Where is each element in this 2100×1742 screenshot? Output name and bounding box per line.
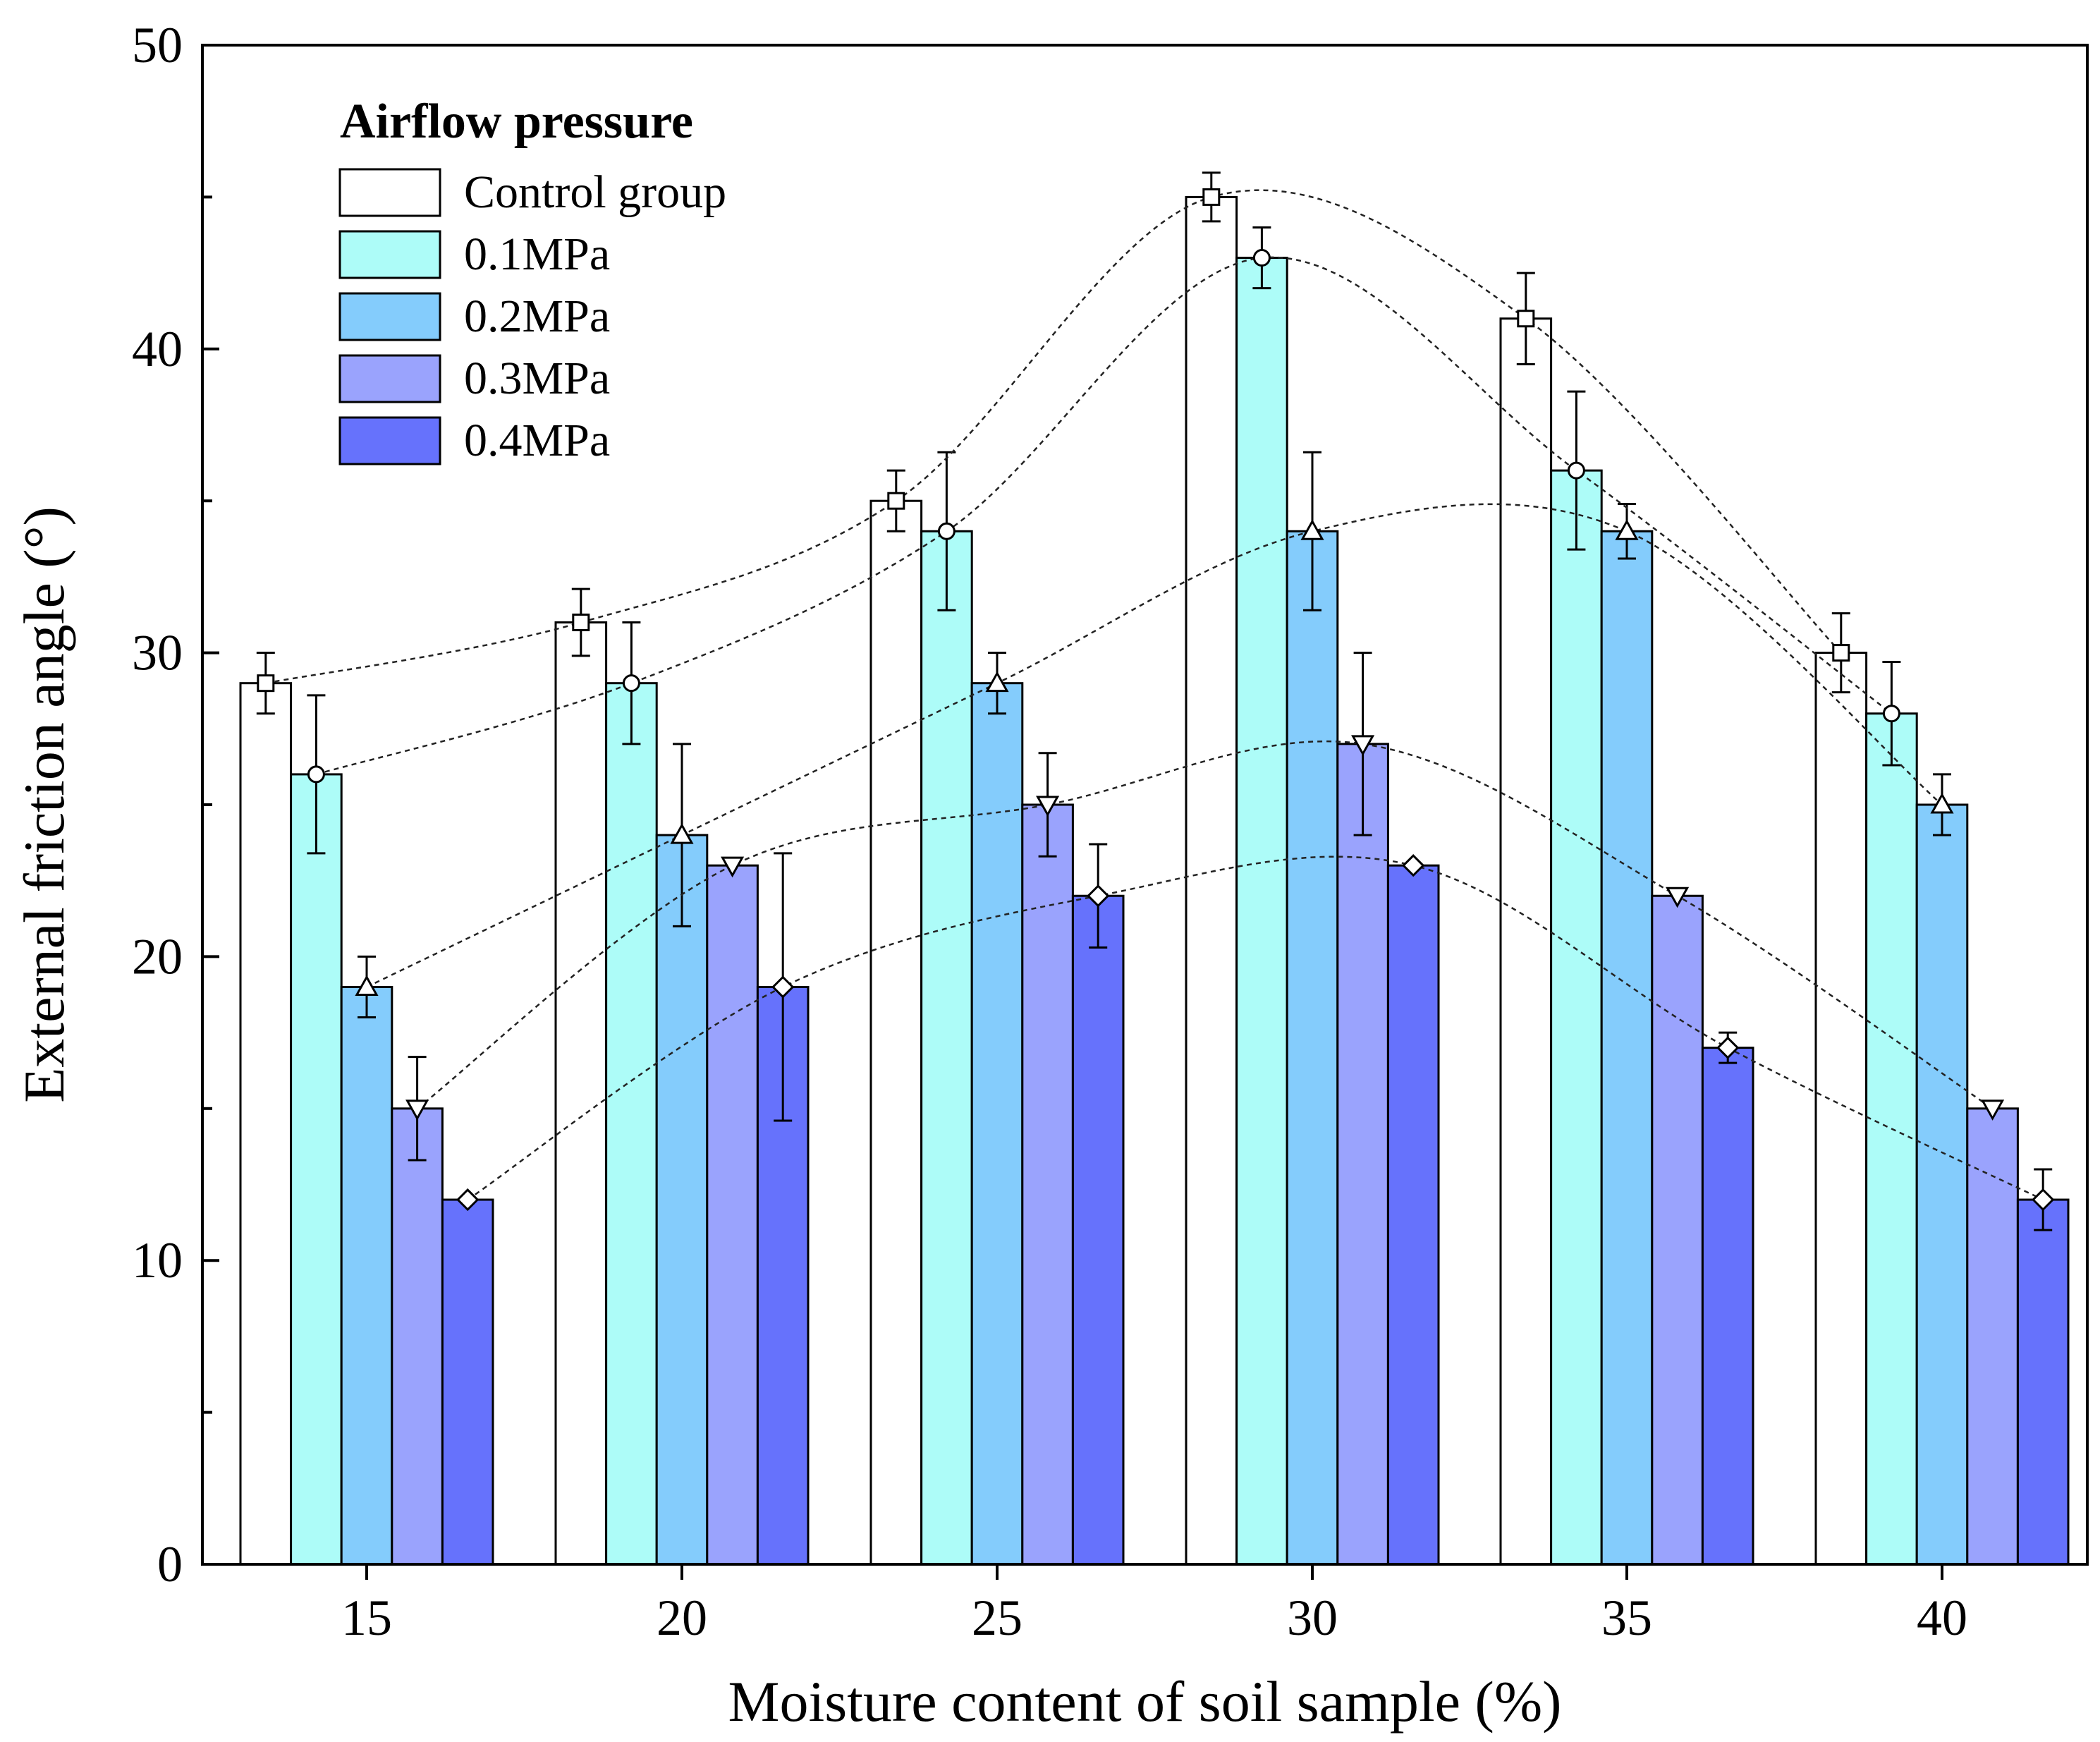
trend-line-4 bbox=[467, 855, 2044, 1201]
bar-s4-c3 bbox=[1386, 864, 1440, 1566]
marker-s3-c2 bbox=[1036, 796, 1060, 817]
bar-s2-c3 bbox=[1286, 530, 1339, 1566]
x-tick-label-3: 30 bbox=[1287, 1590, 1338, 1646]
trend-line-2 bbox=[366, 503, 1943, 988]
x-tick-label-1: 20 bbox=[657, 1590, 707, 1646]
bar-s0-c0 bbox=[239, 682, 293, 1566]
x-axis-title: Moisture content of soil sample (%) bbox=[728, 1669, 1562, 1734]
marker-s4-c1 bbox=[771, 975, 795, 999]
y-tick-label-0: 0 bbox=[157, 1536, 183, 1592]
trend-lines-layer bbox=[265, 189, 2044, 1201]
legend-swatch-4 bbox=[338, 416, 441, 465]
marker-s0-c4 bbox=[1517, 310, 1535, 328]
legend-swatch-0 bbox=[338, 168, 441, 217]
marker-s0-c5 bbox=[1832, 644, 1850, 662]
bar-s1-c1 bbox=[605, 682, 658, 1566]
marker-s1-c0 bbox=[307, 765, 325, 784]
marker-s1-c3 bbox=[1252, 249, 1271, 267]
marker-s1-c4 bbox=[1567, 461, 1585, 480]
legend-label-1: 0.1MPa bbox=[464, 229, 610, 280]
legend-swatch-3 bbox=[338, 354, 441, 403]
marker-s0-c3 bbox=[1202, 188, 1221, 206]
bar-s2-c1 bbox=[655, 834, 709, 1566]
marker-s0-c2 bbox=[887, 492, 905, 510]
bar-s2-c4 bbox=[1600, 530, 1654, 1566]
marker-s4-c4 bbox=[1716, 1036, 1740, 1059]
bar-s3-c3 bbox=[1336, 743, 1389, 1566]
x-tick-label-0: 15 bbox=[341, 1590, 392, 1646]
marker-s3-c4 bbox=[1666, 887, 1690, 908]
marker-s0-c1 bbox=[572, 614, 590, 632]
markers-layer bbox=[257, 188, 2055, 1212]
bar-s0-c3 bbox=[1185, 195, 1238, 1566]
y-tick-label-20: 20 bbox=[132, 928, 183, 985]
bar-s3-c2 bbox=[1021, 803, 1074, 1566]
bar-s2-c0 bbox=[340, 985, 393, 1566]
bar-s4-c5 bbox=[2016, 1198, 2070, 1566]
marker-s3-c5 bbox=[1981, 1100, 2005, 1121]
legend-label-2: 0.2MPa bbox=[464, 291, 610, 342]
x-tick-label-4: 35 bbox=[1601, 1590, 1652, 1646]
legend-label-3: 0.3MPa bbox=[464, 353, 610, 404]
bar-s2-c5 bbox=[1915, 803, 1969, 1566]
bar-s0-c1 bbox=[554, 621, 608, 1566]
bars-layer bbox=[239, 195, 2070, 1566]
x-tick-label-2: 25 bbox=[972, 1590, 1022, 1646]
marker-s3-c1 bbox=[721, 856, 745, 878]
trend-line-0 bbox=[265, 189, 1842, 684]
marker-s2-c1 bbox=[670, 823, 694, 844]
marker-s1-c1 bbox=[622, 674, 640, 693]
y-axis-title: External friction angle (°) bbox=[12, 506, 76, 1103]
marker-s1-c5 bbox=[1882, 705, 1900, 723]
marker-s4-c2 bbox=[1087, 884, 1110, 908]
axes-layer: 0 10 20 30 40 50 15 20 25 30 35 40 Moisture content … bbox=[12, 17, 2089, 1734]
legend-label-4: 0.4MPa bbox=[464, 415, 610, 466]
bar-s1-c0 bbox=[290, 773, 343, 1566]
legend: Airflow pressure Control group 0.1MPa 0.2MP… bbox=[338, 95, 726, 466]
legend-title: Airflow pressure bbox=[340, 95, 693, 149]
legend-swatch-1 bbox=[338, 230, 441, 279]
bar-s1-c3 bbox=[1235, 257, 1288, 1566]
y-tick-label-50: 50 bbox=[132, 17, 183, 73]
bar-s3-c0 bbox=[391, 1107, 444, 1566]
trend-line-1 bbox=[316, 256, 1893, 776]
trend-line-3 bbox=[416, 741, 1994, 1109]
bar-s4-c0 bbox=[441, 1198, 494, 1566]
bar-s4-c2 bbox=[1071, 894, 1125, 1566]
bar-s1-c2 bbox=[920, 530, 973, 1566]
y-tick-label-10: 10 bbox=[132, 1232, 183, 1289]
marker-s2-c3 bbox=[1300, 519, 1324, 540]
marker-s2-c2 bbox=[985, 671, 1009, 693]
bar-s1-c4 bbox=[1550, 469, 1603, 1566]
y-tick-label-30: 30 bbox=[132, 625, 183, 681]
bar-s3-c4 bbox=[1651, 894, 1704, 1566]
marker-s3-c3 bbox=[1351, 735, 1375, 756]
marker-s0-c0 bbox=[257, 674, 275, 693]
marker-s2-c0 bbox=[355, 975, 379, 996]
bar-s0-c5 bbox=[1814, 652, 1868, 1566]
marker-s4-c3 bbox=[1402, 854, 1425, 877]
bar-s4-c4 bbox=[1701, 1047, 1754, 1566]
marker-s3-c0 bbox=[405, 1100, 429, 1121]
marker-s2-c4 bbox=[1615, 519, 1639, 540]
bar-s3-c1 bbox=[706, 864, 759, 1566]
marker-s4-c5 bbox=[2032, 1188, 2055, 1212]
marker-s1-c2 bbox=[937, 522, 956, 540]
x-tick-label-5: 40 bbox=[1917, 1590, 1967, 1646]
bar-s1-c5 bbox=[1865, 712, 1918, 1566]
marker-s2-c5 bbox=[1930, 792, 1954, 814]
legend-swatch-2 bbox=[338, 292, 441, 341]
bar-s0-c2 bbox=[869, 499, 923, 1566]
marker-s4-c0 bbox=[456, 1188, 480, 1212]
y-tick-label-40: 40 bbox=[132, 321, 183, 377]
legend-label-0: Control group bbox=[464, 166, 726, 218]
